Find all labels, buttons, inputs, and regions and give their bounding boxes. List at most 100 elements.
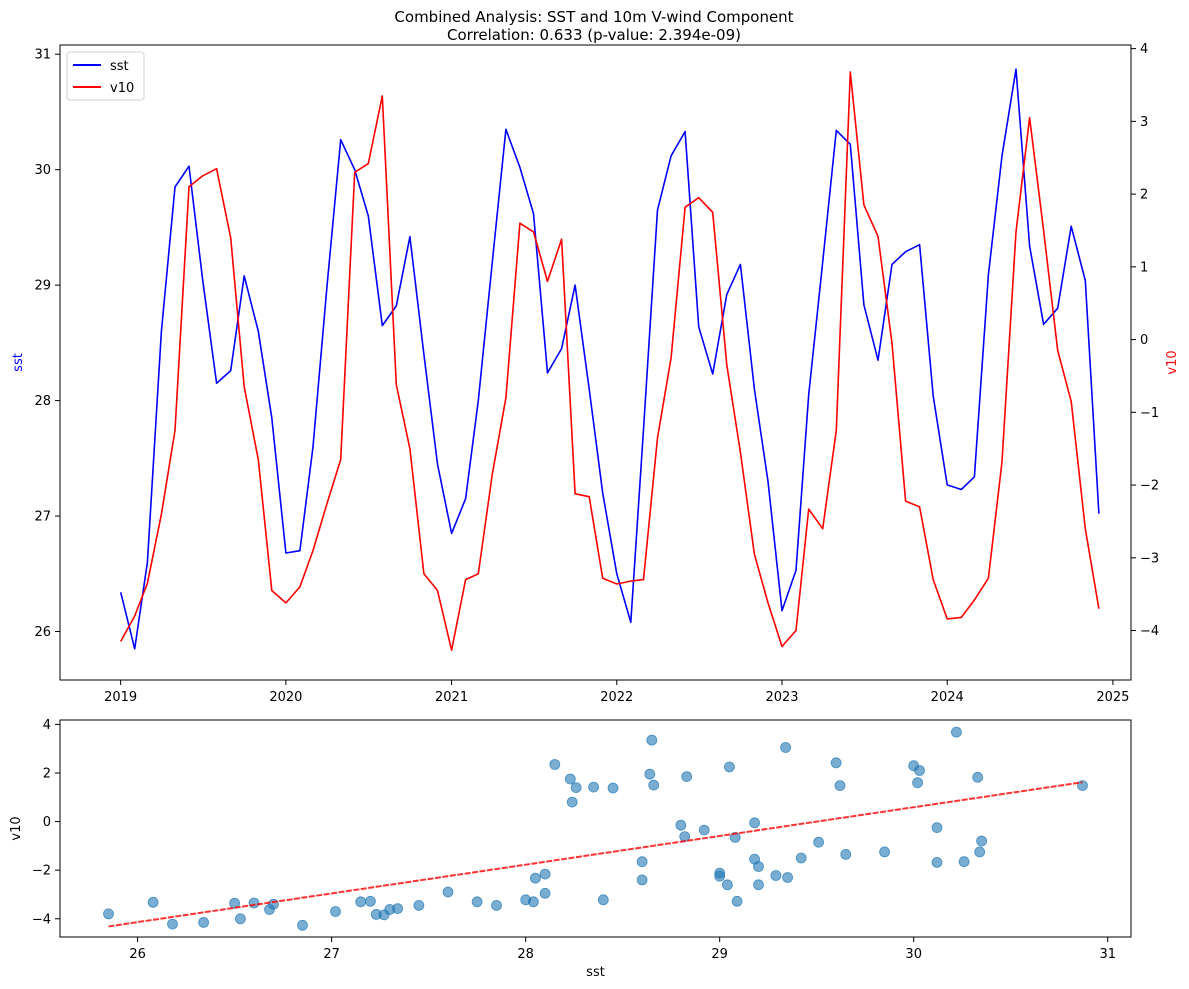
scatter-point [976,835,987,847]
scatter-axes-frame [59,719,1132,938]
scatter-y-tick-label: 0 [43,815,51,830]
scatter-point [644,768,656,780]
scatter-point [780,742,791,753]
scatter-point [908,760,920,772]
scatter-point [681,771,693,782]
scatter-y-ticks: −4 −2 0 2 4 [32,718,60,927]
scatter-point [297,919,308,931]
scatter-point [103,908,114,920]
scatter-point [167,918,178,930]
scatter-y-tick-label: 4 [43,718,51,733]
scatter-point [248,897,260,909]
scatter-point [879,846,890,858]
x-tick-label: 2023 [765,690,798,705]
scatter-y-tick-label: −2 [32,864,51,879]
trend-line-group [108,781,1083,928]
scatter-point [364,895,376,907]
scatter-point [724,761,735,773]
scatter-y-tick-label: 2 [43,766,51,781]
scatter-point [951,726,962,738]
time-series-right-y-ticks: −4 −3 −2 −1 0 1 2 3 4 [1131,42,1159,639]
scatter-point [234,913,246,925]
scatter-point [370,909,382,920]
scatter-point [731,895,743,907]
scatter-point [530,872,541,884]
time-series-left-y-ticks: 26 27 28 29 30 31 [34,48,60,640]
right-y-tick-label: 4 [1140,42,1148,57]
x-tick-label: 2022 [600,690,633,705]
scatter-point [675,819,687,831]
scatter-point [958,856,970,868]
scatter-point [749,817,760,829]
right-y-tick-label: 1 [1140,260,1148,275]
scatter-point [549,759,561,770]
scatter-point [198,917,210,928]
left-y-tick-label: 31 [34,48,51,63]
scatter-chart: 26 27 28 29 30 31 −4 −2 0 2 4 sst v10 [9,718,1132,980]
series-line-v10 [119,71,1100,652]
scatter-point [570,782,582,793]
scatter-point [813,836,824,848]
series-line-sst [119,68,1100,650]
time-series-chart: 2019 2020 2021 2022 2023 2024 2025 26272829303… [11,42,1180,705]
scatter-point [974,846,986,858]
scatter-point [931,822,943,833]
scatter-point [834,780,846,791]
scatter-points [103,726,1088,931]
right-y-tick-label: 3 [1140,115,1148,130]
x-tick-label: 2020 [269,690,302,705]
scatter-x-axis-label: sst [586,965,605,980]
left-y-axis-label: sst [11,353,26,372]
scatter-point [566,796,578,808]
x-tick-label: 2019 [104,690,137,705]
legend-label-v10: v10 [110,81,134,96]
scatter-point [1077,780,1088,791]
trend-line [108,781,1083,928]
scatter-point [636,874,648,886]
scatter-point [714,867,726,879]
scatter-x-tick-label: 31 [1099,947,1116,962]
scatter-x-tick-label: 29 [711,947,728,962]
scatter-point [722,879,733,891]
figure-subtitle: Correlation: 0.633 (p-value: 2.394e-09) [447,26,741,44]
scatter-x-tick-label: 26 [129,947,146,962]
scatter-point [830,757,842,769]
scatter-point [698,824,710,836]
scatter-point [782,872,793,883]
scatter-point [539,868,551,880]
scatter-point [392,903,404,914]
scatter-point [795,852,807,864]
time-series-axes-frame [59,44,1132,681]
scatter-point [648,779,660,791]
scatter-point [491,900,502,911]
scatter-point [597,894,609,906]
scatter-point [912,777,923,789]
time-series-x-ticks: 2019 2020 2021 2022 2023 2024 2025 [104,680,1129,705]
scatter-point [413,900,425,911]
figure-title: Combined Analysis: SST and 10m V-wind Co… [394,8,793,26]
scatter-point [646,734,658,746]
right-y-tick-label: −3 [1140,551,1159,566]
scatter-point [539,887,551,899]
scatter-point [147,896,159,908]
scatter-point [528,896,539,908]
right-y-tick-label: −4 [1140,624,1159,639]
scatter-point [749,853,760,865]
right-y-tick-label: 2 [1140,188,1148,203]
scatter-point [753,879,764,891]
legend: sst v10 [66,51,145,101]
left-y-tick-label: 27 [34,510,51,525]
right-y-axis-label: v10 [1165,350,1180,374]
scatter-point [588,781,599,793]
left-y-tick-label: 30 [34,163,51,178]
scatter-x-tick-label: 28 [517,947,534,962]
x-tick-label: 2024 [931,690,964,705]
x-tick-label: 2025 [1096,690,1129,705]
right-y-tick-label: −2 [1140,479,1159,494]
scatter-point [770,870,782,881]
scatter-x-ticks: 26 27 28 29 30 31 [129,937,1116,962]
right-y-tick-label: −1 [1140,406,1159,421]
scatter-point [840,849,852,860]
scatter-x-tick-label: 30 [905,947,922,962]
